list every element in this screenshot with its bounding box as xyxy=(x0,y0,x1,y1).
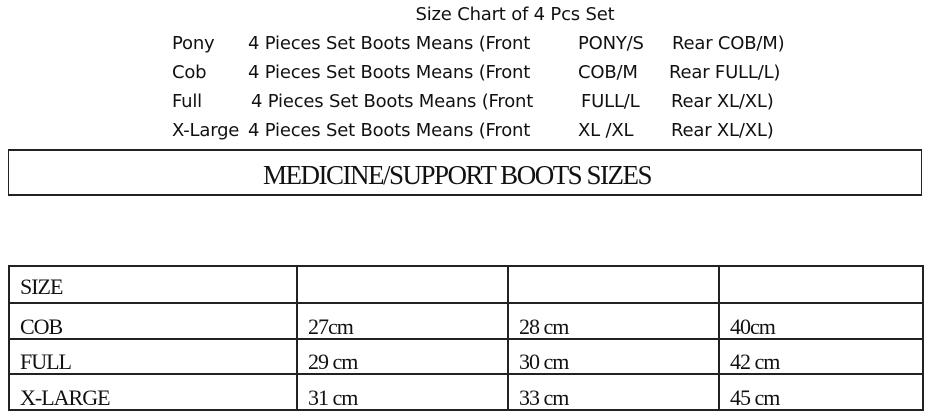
set-row-rear: Rear XL/XL) xyxy=(671,120,774,141)
table-cell: 30 cm xyxy=(507,338,720,375)
table-cell: 31 cm xyxy=(296,373,509,411)
table-cell xyxy=(507,265,720,304)
section-banner: MEDICINE/SUPPORT BOOTS SIZES xyxy=(8,149,922,196)
set-row-front: FULL/L xyxy=(581,91,640,112)
table-cell: COB xyxy=(8,302,298,340)
table-cell xyxy=(296,265,509,304)
set-row-label: Pony xyxy=(172,33,215,54)
table-cell: 28 cm xyxy=(507,302,720,340)
set-row-front: XL /XL xyxy=(578,120,634,141)
set-row-rear: Rear FULL/L) xyxy=(669,62,781,83)
banner-text: MEDICINE/SUPPORT BOOTS SIZES xyxy=(263,160,652,190)
set-row-front: COB/M xyxy=(578,62,638,83)
set-row-label: X-Large xyxy=(172,120,240,141)
set-row-rear: Rear XL/XL) xyxy=(671,91,774,112)
table-cell: 40cm xyxy=(718,302,924,340)
table-cell: SIZE xyxy=(8,265,298,304)
size-chart-title: Size Chart of 4 Pcs Set xyxy=(415,4,615,25)
table-row: FULL 29 cm 30 cm 42 cm xyxy=(8,338,924,375)
table-cell xyxy=(718,265,924,304)
set-row-label: Cob xyxy=(172,62,207,83)
table-cell: 33 cm xyxy=(507,373,720,411)
table-cell: 45 cm xyxy=(718,373,924,411)
set-row-cob: Cob 4 Pieces Set Boots Means (Front COB/… xyxy=(172,62,872,88)
set-row-xlarge: X-Large 4 Pieces Set Boots Means (Front … xyxy=(172,120,872,146)
table-row: X-LARGE 31 cm 33 cm 45 cm xyxy=(8,373,924,411)
set-row-desc: 4 Pieces Set Boots Means (Front xyxy=(248,33,531,54)
table-row: COB 27cm 28 cm 40cm xyxy=(8,302,924,340)
table-cell: X-LARGE xyxy=(8,373,298,411)
set-row-desc: 4 Pieces Set Boots Means (Front xyxy=(248,120,531,141)
table-cell: 29 cm xyxy=(296,338,509,375)
table-header-row: SIZE xyxy=(8,265,924,304)
table-cell: FULL xyxy=(8,338,298,375)
set-row-front: PONY/S xyxy=(578,33,644,54)
table-cell: 42 cm xyxy=(718,338,924,375)
set-row-rear: Rear COB/M) xyxy=(672,33,785,54)
set-row-label: Full xyxy=(172,91,202,112)
table-cell: 27cm xyxy=(296,302,509,340)
set-row-pony: Pony 4 Pieces Set Boots Means (Front PON… xyxy=(172,33,872,59)
set-row-full: Full 4 Pieces Set Boots Means (Front FUL… xyxy=(172,91,872,117)
boot-size-table: SIZE COB 27cm 28 cm 40cm FULL 29 cm 30 c… xyxy=(8,265,924,411)
set-row-desc: 4 Pieces Set Boots Means (Front xyxy=(248,62,531,83)
set-row-desc: 4 Pieces Set Boots Means (Front xyxy=(251,91,534,112)
